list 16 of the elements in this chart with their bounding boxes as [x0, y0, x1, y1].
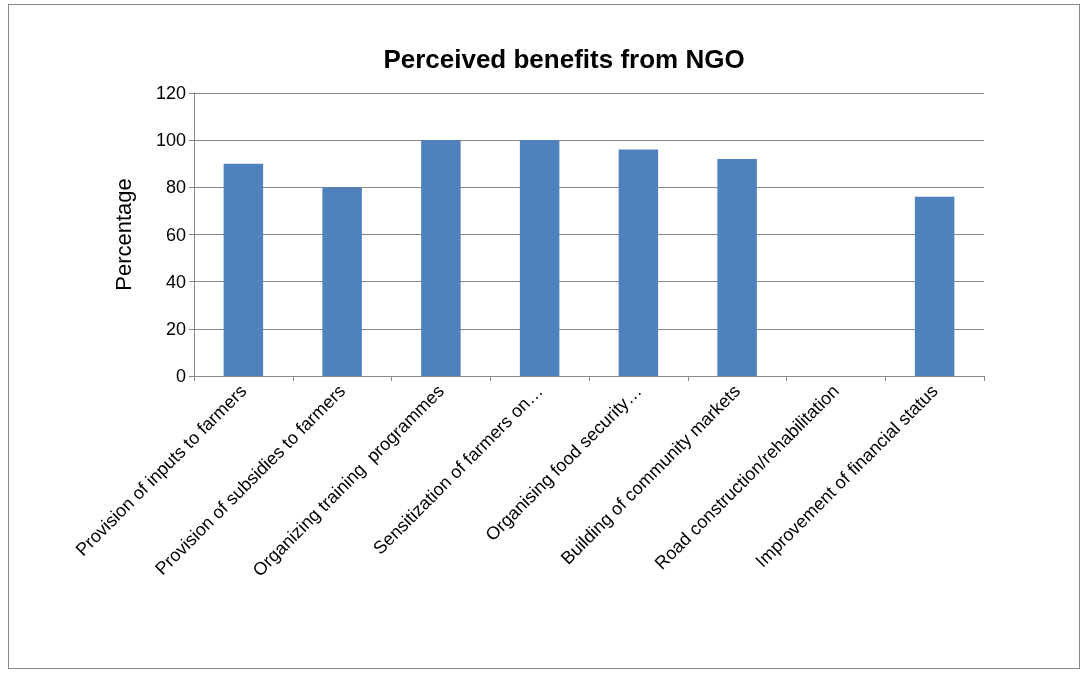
y-axis-title: Percentage	[110, 178, 136, 291]
bar	[421, 140, 461, 376]
bar	[618, 149, 659, 376]
y-tick-label: 120	[155, 83, 186, 103]
y-tick-label: 20	[165, 318, 186, 339]
y-tick-label: 100	[155, 130, 186, 151]
y-tick-label: 40	[165, 271, 186, 292]
bar	[519, 140, 560, 376]
bar	[223, 163, 264, 376]
bar	[914, 196, 955, 376]
y-tick-label: 60	[165, 224, 186, 245]
chart-title: Perceived benefits from NGO	[383, 44, 745, 74]
bar	[322, 187, 362, 376]
y-tick-label: 0	[175, 366, 186, 386]
y-tick-label: 80	[165, 177, 186, 198]
bar	[717, 159, 757, 376]
